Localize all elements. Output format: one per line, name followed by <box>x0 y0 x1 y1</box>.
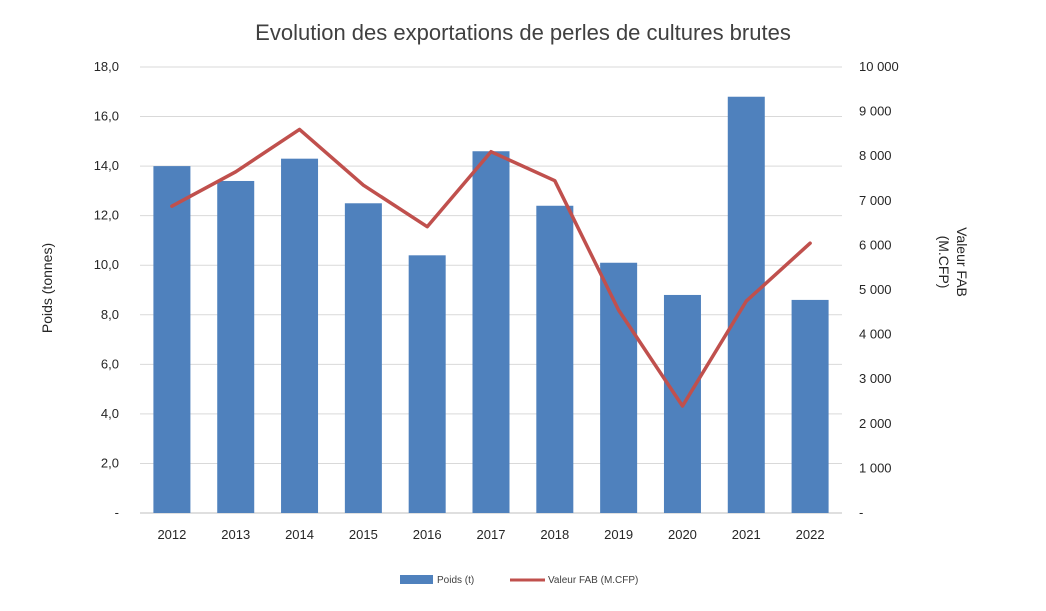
y-right-tick-label: 9 000 <box>859 104 892 119</box>
y-left-tick-label: 12,0 <box>94 208 119 223</box>
y-left-tick-label: 4,0 <box>101 406 119 421</box>
right-axis-ticks: - 1 000 2 000 3 000 4 000 5 000 6 000 7 000 8 00… <box>859 59 899 520</box>
x-tick-label: 2014 <box>285 527 314 542</box>
bar <box>344 203 382 513</box>
bar <box>153 166 191 513</box>
line-series <box>170 127 812 408</box>
y-right-axis-title: Valeur FAB (M.CFP) <box>936 227 970 297</box>
y-right-tick-label: 7 000 <box>859 193 892 208</box>
x-tick-label: 2019 <box>604 527 633 542</box>
y-right-tick-label: 6 000 <box>859 237 892 252</box>
x-tick-label: 2018 <box>540 527 569 542</box>
bar <box>217 180 255 513</box>
y-left-axis-title: Poids (tonnes) <box>39 243 55 333</box>
x-tick-label: 2012 <box>157 527 186 542</box>
x-tick-label: 2013 <box>221 527 250 542</box>
y-right-axis-title-line-1: Valeur FAB <box>954 227 970 297</box>
x-tick-label: 2020 <box>668 527 697 542</box>
y-right-tick-label: 8 000 <box>859 148 892 163</box>
y-left-tick-label: 14,0 <box>94 158 119 173</box>
y-left-tick-label: 6,0 <box>101 356 119 371</box>
bar <box>472 151 510 513</box>
y-right-tick-label: 2 000 <box>859 416 892 431</box>
legend-label-poids: Poids (t) <box>437 575 474 586</box>
bar <box>536 205 574 513</box>
bar-series <box>153 96 829 514</box>
left-axis-ticks: - 2,0 4,0 6,0 8,0 10,0 12,0 14,0 16,0 18,0 <box>94 59 119 520</box>
bar <box>791 299 829 513</box>
y-left-tick-label: 2,0 <box>101 455 119 470</box>
bar <box>408 255 446 514</box>
legend-swatch-poids <box>400 575 433 584</box>
x-tick-label: 2022 <box>796 527 825 542</box>
x-tick-label: 2021 <box>732 527 761 542</box>
y-right-tick-label: 10 000 <box>859 59 899 74</box>
x-tick-label: 2017 <box>477 527 506 542</box>
y-right-axis-title-line-2: (M.CFP) <box>936 236 952 289</box>
y-right-tick-label: 4 000 <box>859 327 892 342</box>
y-right-tick-label: 1 000 <box>859 460 892 475</box>
y-left-tick-label: 16,0 <box>94 109 119 124</box>
y-left-tick-label: 10,0 <box>94 257 119 272</box>
x-tick-label: 2015 <box>349 527 378 542</box>
y-left-tick-label: - <box>115 505 119 520</box>
bar <box>281 158 319 513</box>
x-tick-label: 2016 <box>413 527 442 542</box>
legend-label-valeur: Valeur FAB (M.CFP) <box>548 575 638 586</box>
bar <box>727 96 765 513</box>
y-left-tick-label: 18,0 <box>94 59 119 74</box>
x-axis-ticks: 2012 2013 2014 2015 2016 2017 2018 2019 2020 2021… <box>157 527 824 542</box>
y-right-tick-label: 5 000 <box>859 282 892 297</box>
legend: Poids (t) Valeur FAB (M.CFP) <box>400 575 638 586</box>
y-right-tick-label: - <box>859 505 863 520</box>
y-right-tick-label: 3 000 <box>859 371 892 386</box>
y-left-tick-label: 8,0 <box>101 307 119 322</box>
bar <box>600 262 638 513</box>
chart-title: Evolution des exportations de perles de … <box>255 20 791 45</box>
